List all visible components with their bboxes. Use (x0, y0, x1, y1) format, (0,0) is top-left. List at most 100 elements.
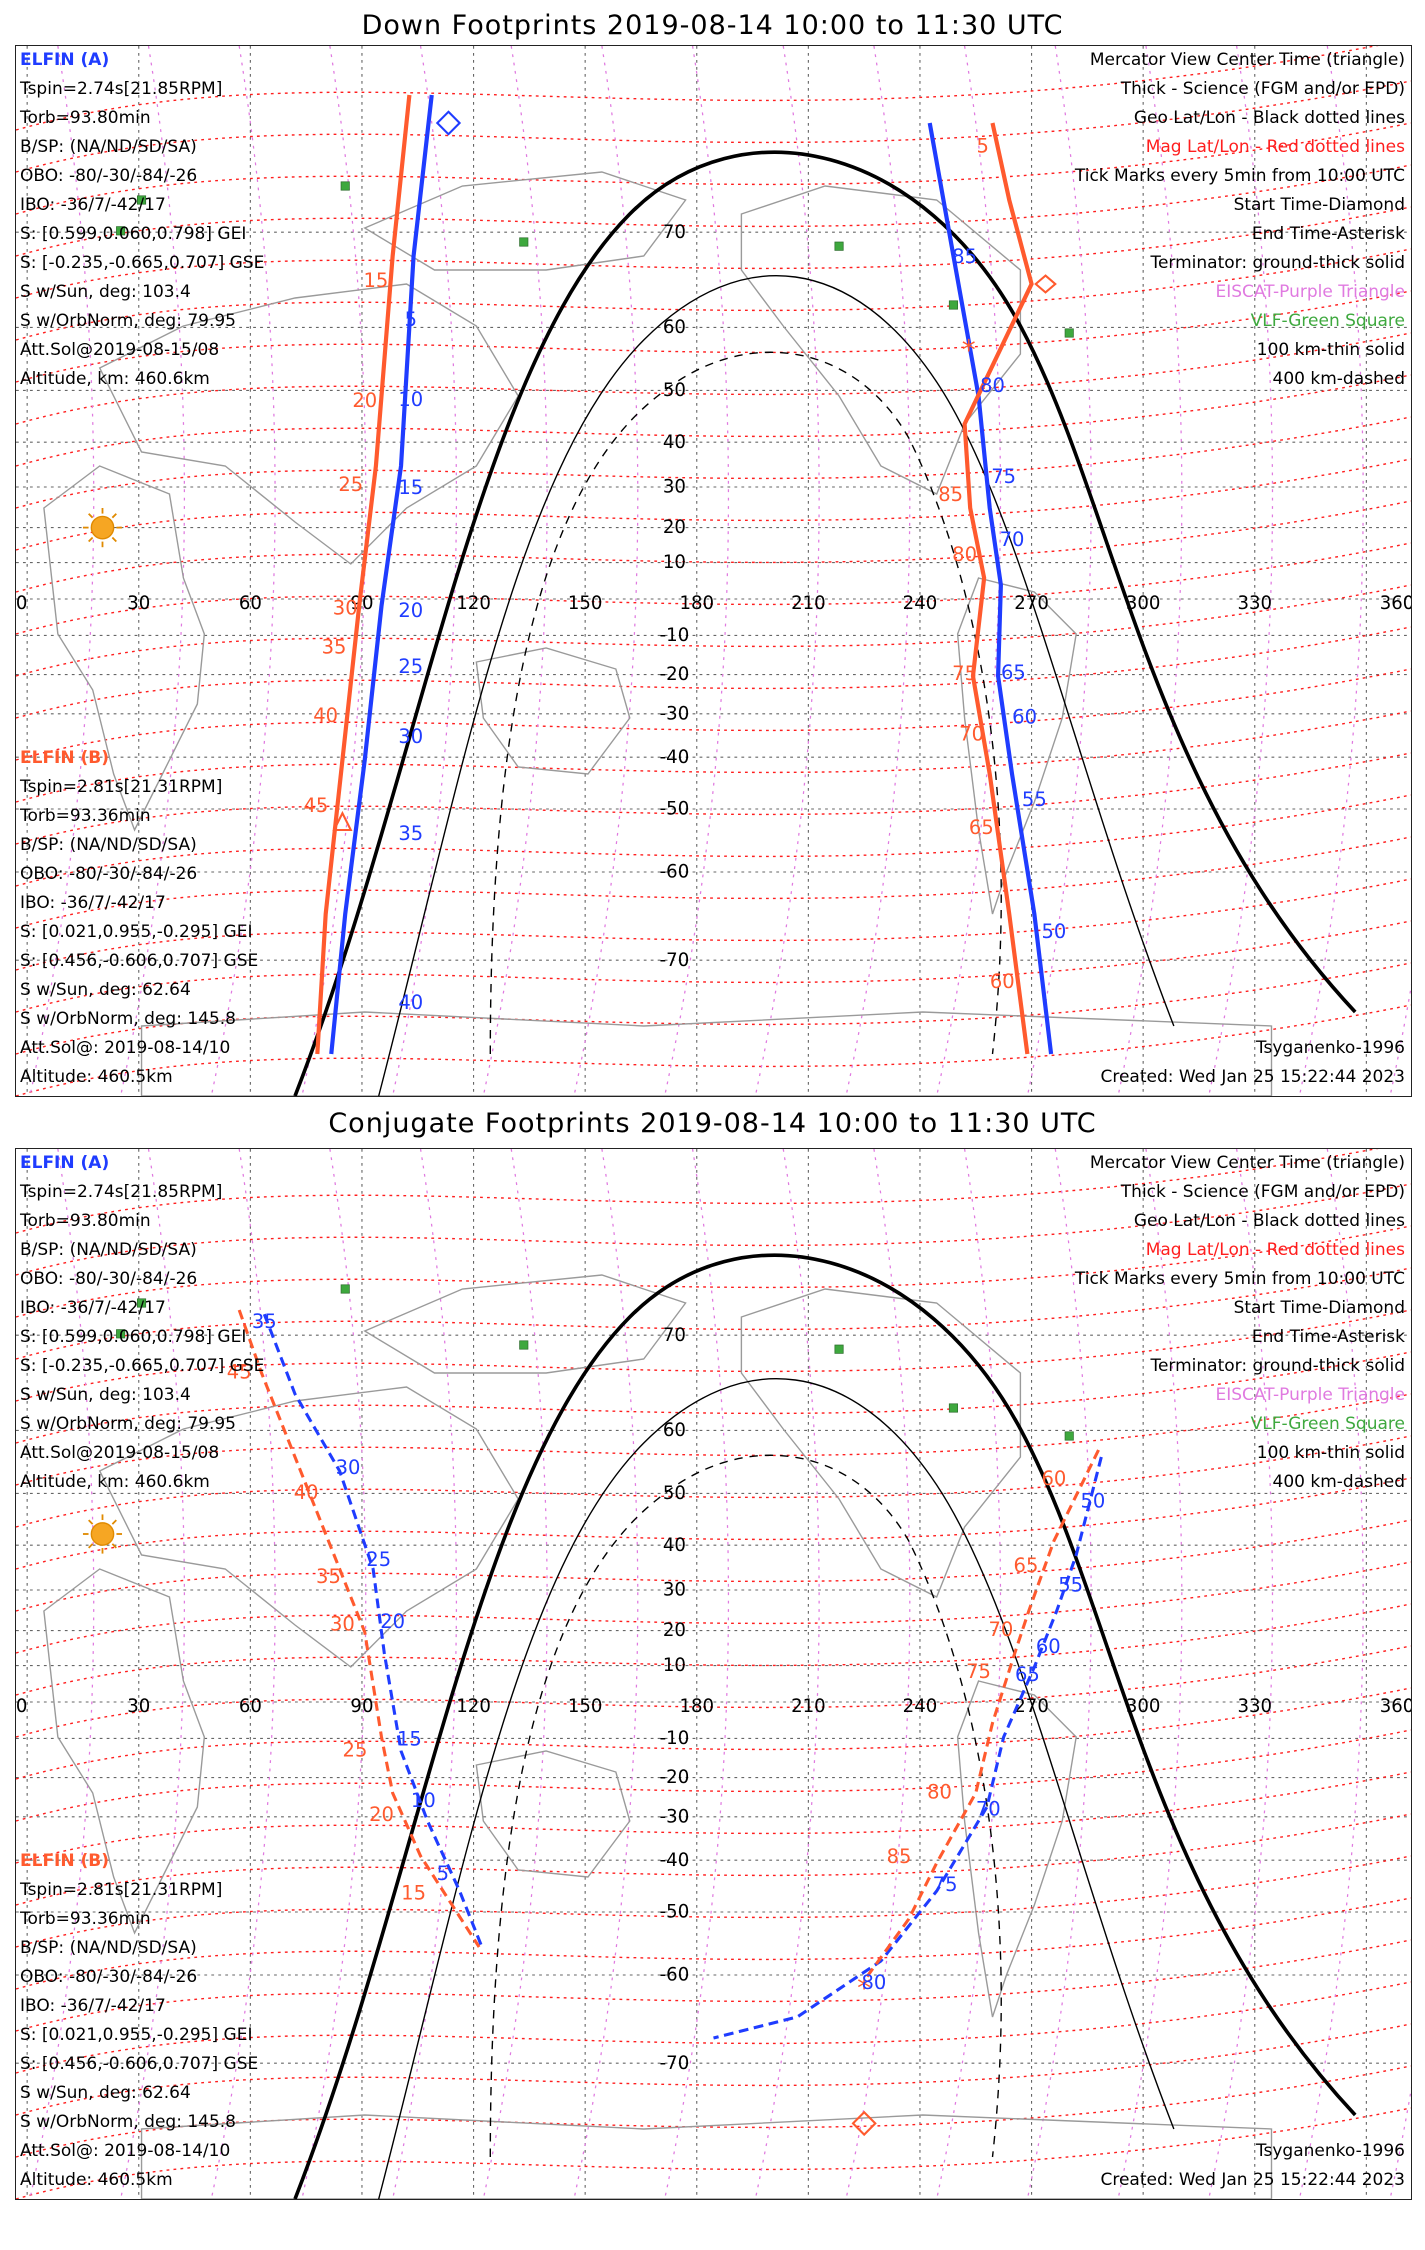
mag-lon-line (1026, 46, 1092, 1096)
continent-outline (363, 1274, 687, 1374)
legend-line: EISCAT-Purple Triangle (1215, 1385, 1405, 1405)
elfin-b-info: ELFIN (B) Tspin=2.81s[21.31RPM] Torb=93.… (20, 1847, 258, 2195)
elfin-b-line: S w/Sun, deg: 62.64 (20, 2083, 191, 2103)
mag-lat-line (16, 1687, 1411, 1780)
center-time-triangle (332, 810, 353, 832)
mag-lon-line (392, 1149, 458, 2199)
model-credit: Tsyganenko-1996 Created: Wed Jan 25 15:2… (1100, 1034, 1405, 1092)
map-panel-2: 0 30 60 90 120 150 180 210 240 270 300 330 360 70 60 50… (16, 1149, 1411, 2199)
mag-lat-line (16, 1519, 1411, 1612)
legend: Mercator View Center Time (triangle) Thi… (1075, 1149, 1405, 1497)
mag-lat-line (16, 374, 1411, 467)
elfin-a-line: S w/OrbNorm, deg: 79.95 (20, 1414, 237, 1434)
mag-lat-line (16, 122, 1411, 215)
elfin-b-line: Altitude: 460.5km (20, 2170, 173, 2190)
elfin-b-line: S w/OrbNorm, deg: 145.8 (20, 2112, 237, 2132)
vlf-station-square (519, 1340, 529, 1350)
elfin-b-tick-label: 25 (343, 1739, 368, 1762)
legend-line: Start Time-Diamond (1233, 195, 1405, 215)
vlf-station-square (519, 237, 529, 247)
lon-tick-label: 120 (456, 593, 491, 614)
vlf-station-square (834, 1344, 844, 1354)
mag-lon-line (573, 46, 639, 1096)
sun-icon (90, 1522, 115, 1546)
mag-lon-line (754, 1149, 820, 2199)
lon-tick-label: 330 (1237, 593, 1272, 614)
lat-tick-label: -50 (660, 799, 690, 820)
elfin-a-line: OBO: -80/-30/-84/-26 (20, 166, 198, 186)
elfin-a-tick-label: 75 (933, 1873, 958, 1896)
created-time: Created: Wed Jan 25 15:22:44 2023 (1100, 2170, 1405, 2190)
lon-tick-label: 150 (568, 1696, 603, 1717)
mag-lon-line (1117, 46, 1183, 1096)
lon-tick-label: 240 (903, 593, 938, 614)
elfin-b-tick-label: 15 (401, 1881, 426, 1904)
elfin-a-line: S: [0.599,0.060,0.798] GEI (20, 1327, 247, 1347)
lon-tick-label: 330 (1237, 1696, 1272, 1717)
lat-tick-label: 30 (663, 477, 686, 498)
lat-tick-label: 20 (663, 1620, 686, 1641)
lon-tick-label: 180 (679, 1696, 714, 1717)
start-time-diamond (435, 110, 462, 136)
panel-2: 0 30 60 90 120 150 180 210 240 270 300 330 360 70 60 50… (15, 1148, 1412, 2200)
elfin-a-line: Torb=93.80min (20, 1211, 151, 1231)
continent-outline (140, 1011, 1273, 1096)
elfin-a-tick-label: 60 (1036, 1635, 1061, 1658)
elfin-a-line: IBO: -36/7/-42/17 (20, 1298, 166, 1318)
elfin-a-line: IBO: -36/7/-42/17 (20, 195, 166, 215)
elfin-a-tick-label: 55 (1058, 1573, 1083, 1596)
elfin-b-line: OBO: -80/-30/-84/-26 (20, 864, 198, 884)
legend-line: 100 km-thin solid (1256, 340, 1405, 360)
mag-lat-line (16, 1771, 1411, 1864)
elfin-b-tick-label: 40 (313, 704, 338, 727)
continent-outline (740, 1288, 1022, 1598)
elfin-b-line: Altitude: 460.5km (20, 1067, 173, 1087)
elfin-a-line: S w/Sun, deg: 103.4 (20, 1385, 191, 1405)
lon-tick-label: 0 (16, 1696, 27, 1717)
elfin-b-line: B/SP: (NA/ND/SD/SA) (20, 835, 197, 855)
lat-tick-label: 70 (663, 1325, 686, 1346)
continent-outline (740, 185, 1022, 495)
mag-lon-line (1117, 1149, 1183, 2199)
elfin-a-tick-label: 10 (411, 1789, 436, 1812)
mag-lon-line (392, 46, 458, 1096)
lon-tick-label: 60 (239, 593, 262, 614)
elfin-b-tick-label: 25 (338, 473, 363, 496)
mag-lon-line (120, 46, 186, 1096)
continent-outline (140, 2114, 1273, 2199)
sun-icon-ray (88, 1543, 94, 1549)
continent-outline (43, 465, 206, 832)
mag-lon-line (1298, 1149, 1364, 2199)
elfin-a-tick-label: 70 (976, 1797, 1001, 1820)
mag-lat-line (16, 80, 1411, 173)
elfin-b-tick-label: 85 (887, 1845, 912, 1868)
legend-line: 400 km-dashed (1272, 369, 1405, 389)
elfin-a-track-west (329, 94, 434, 1055)
lat-tick-label: 70 (663, 222, 686, 243)
elfin-a-tick-label: 40 (398, 991, 423, 1014)
elfin-b-line: Att.Sol@: 2019-08-14/10 (20, 1038, 231, 1058)
elfin-b-info: ELFIN (B) Tspin=2.81s[21.31RPM] Torb=93.… (20, 744, 258, 1092)
elfin-b-line: S: [0.456,-0.606,0.707] GSE (20, 2054, 259, 2074)
mag-lat-line (16, 1477, 1411, 1570)
mag-lat-line (16, 248, 1411, 341)
elfin-b-tick-label: 15 (363, 269, 388, 292)
mag-lat-line (16, 458, 1411, 551)
elfin-b-tick-label: 45 (304, 794, 329, 817)
map-panel-1: 0 30 60 90 120 150 180 210 240 270 300 330 360 70 60 50… (16, 46, 1411, 1096)
mag-lat-line (16, 164, 1411, 257)
lat-tick-label: -10 (660, 1728, 690, 1749)
elfin-a-tick-label: 65 (1015, 1663, 1040, 1686)
lat-tick-label: 40 (663, 432, 686, 453)
elfin-b-tick-label: 30 (330, 1613, 355, 1636)
start-time-diamond (851, 2110, 877, 2137)
legend-line: Mag Lat/Lon - Red dotted lines (1145, 137, 1405, 157)
elfin-b-tick-label: 70 (959, 722, 984, 745)
vlf-station-square (1064, 328, 1074, 338)
elfin-a-line: S: [0.599,0.060,0.798] GEI (20, 224, 247, 244)
elfin-b-name: ELFIN (B) (20, 748, 110, 768)
lat-tick-label: 50 (663, 380, 686, 401)
sun-icon-ray (111, 1543, 117, 1549)
lat-tick-label: -40 (660, 1850, 690, 1871)
elfin-b-line: Tspin=2.81s[21.31RPM] (20, 1880, 223, 1900)
